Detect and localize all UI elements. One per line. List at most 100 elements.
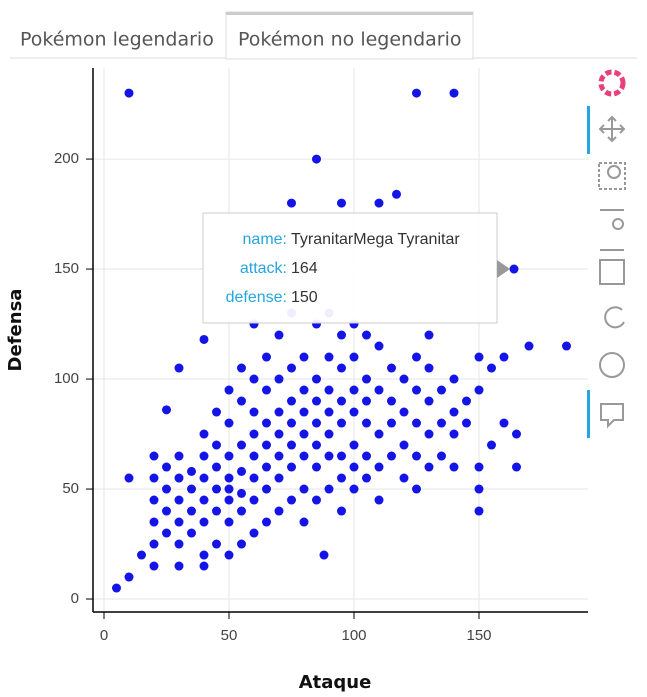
box-zoom-lens [607, 165, 621, 179]
point [249, 528, 259, 538]
point [299, 517, 309, 527]
point [224, 517, 234, 527]
point [149, 561, 159, 571]
point [187, 506, 196, 516]
tooltip-arrow [497, 260, 510, 278]
point [337, 418, 346, 428]
point [187, 484, 196, 494]
point [337, 363, 346, 373]
point [387, 396, 396, 406]
point [474, 385, 484, 395]
x-tick-label: 50 [221, 627, 238, 644]
point [274, 451, 284, 461]
point [312, 418, 321, 428]
point [509, 264, 519, 274]
point [424, 396, 434, 406]
point [412, 418, 421, 428]
point [224, 495, 234, 505]
point [387, 451, 396, 461]
point [212, 506, 221, 516]
x-axis-title: Ataque [299, 672, 372, 693]
point [249, 407, 259, 417]
wheel-zoom-tool[interactable] [612, 218, 624, 230]
bokeh-logo[interactable] [598, 69, 626, 97]
point [237, 539, 246, 549]
point [499, 418, 509, 428]
point [274, 407, 284, 417]
point [474, 506, 484, 516]
point [337, 473, 346, 483]
point [237, 506, 246, 516]
point [437, 418, 446, 428]
point [287, 396, 296, 406]
point [274, 473, 284, 483]
point [124, 572, 134, 582]
point [262, 385, 271, 395]
active-indicator [587, 106, 590, 154]
point [274, 330, 284, 340]
point [174, 473, 184, 483]
point [262, 517, 271, 527]
point [449, 407, 459, 417]
point [299, 451, 309, 461]
point [387, 418, 396, 428]
point [362, 451, 371, 461]
y-tick-label: 0 [71, 590, 79, 607]
point [199, 561, 209, 571]
active-tab[interactable] [225, 11, 474, 60]
point [237, 488, 246, 498]
point [262, 462, 271, 472]
point [512, 462, 521, 472]
point [162, 405, 171, 415]
tooltip-label: defense: [226, 289, 287, 306]
point [174, 495, 184, 505]
point [324, 429, 334, 439]
point [399, 407, 409, 417]
point [424, 429, 434, 439]
hover-tool[interactable] [600, 403, 624, 429]
tooltip-label: attack: [240, 260, 287, 277]
point [287, 198, 296, 208]
point [374, 495, 384, 505]
point [524, 341, 534, 351]
point [174, 561, 184, 571]
point [487, 440, 496, 450]
help-tool[interactable] [599, 352, 625, 378]
point [337, 451, 346, 461]
point [349, 484, 359, 494]
point [337, 330, 346, 340]
point [424, 330, 434, 340]
point [324, 484, 334, 494]
point [349, 440, 359, 450]
point [324, 407, 334, 417]
point [362, 374, 371, 384]
tooltip-value: 150 [291, 289, 318, 306]
point [387, 363, 396, 373]
point [424, 462, 434, 472]
tab[interactable]: Pokémon no legendario [238, 29, 462, 51]
point [349, 385, 359, 395]
reset-tool[interactable] [604, 306, 625, 329]
point [399, 440, 409, 450]
point [137, 550, 146, 560]
point [149, 539, 159, 549]
point [562, 341, 571, 351]
point [199, 334, 209, 344]
point [449, 88, 459, 98]
point [187, 528, 196, 538]
point [362, 330, 371, 340]
point [399, 473, 409, 483]
toolbar [587, 69, 626, 438]
point [349, 462, 359, 472]
point [312, 396, 321, 406]
point [412, 385, 421, 395]
point [224, 385, 234, 395]
pan-tool[interactable] [598, 115, 626, 143]
point [199, 495, 209, 505]
tab[interactable]: Pokémon legendario [20, 29, 214, 51]
save-tool[interactable] [599, 259, 625, 285]
point [474, 484, 484, 494]
point [362, 418, 371, 428]
box-zoom-tool[interactable] [598, 162, 626, 190]
